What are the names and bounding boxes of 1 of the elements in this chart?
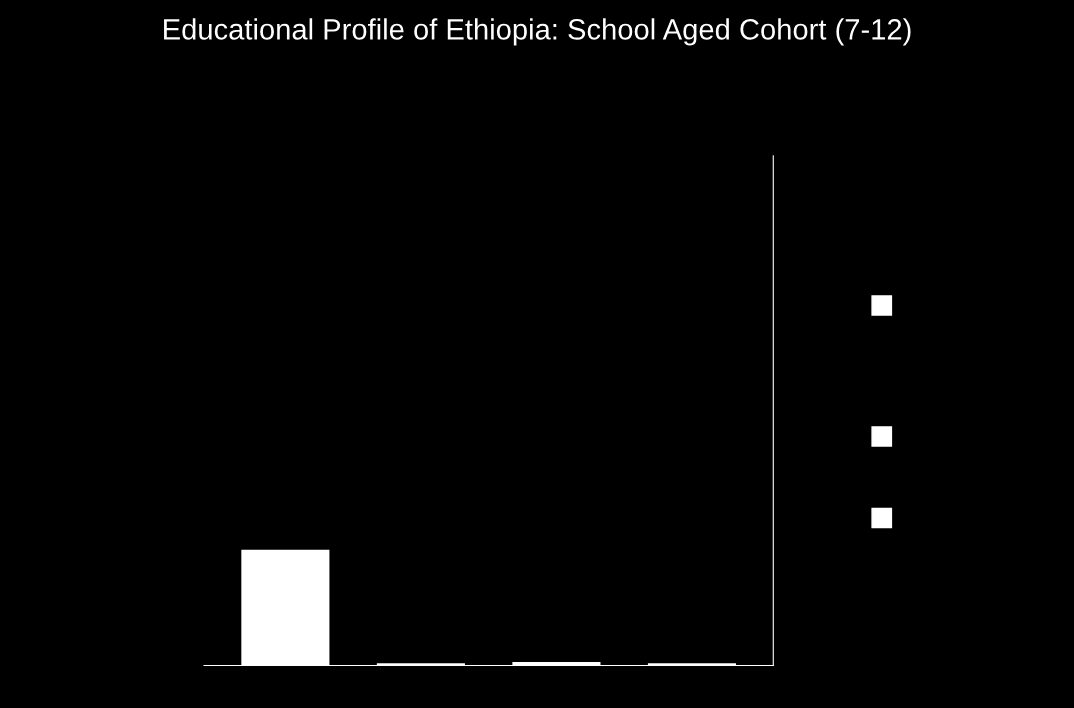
chart-title: Educational Profile of Ethiopia: School Aged Cohort (7-12) <box>164 18 911 46</box>
